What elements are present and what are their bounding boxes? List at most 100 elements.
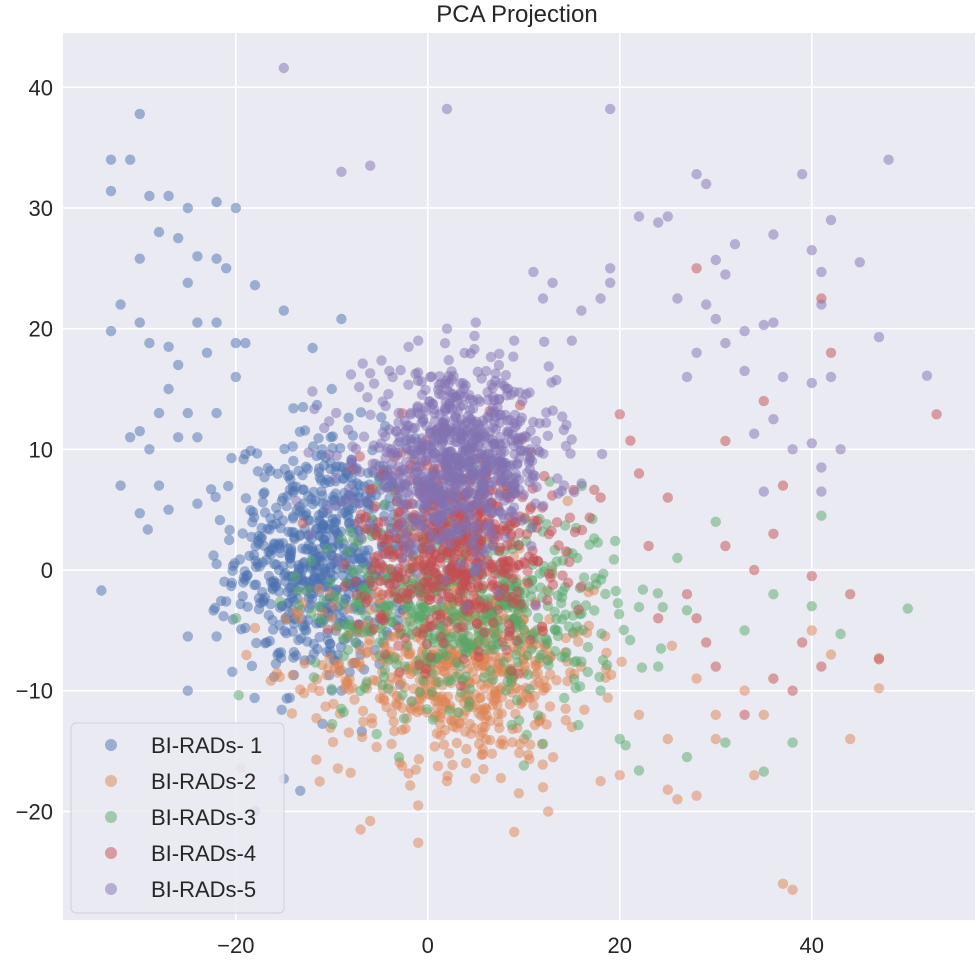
legend-item-3[interactable]: BI-RADs-3 xyxy=(105,805,256,830)
data-point xyxy=(435,612,446,623)
data-point xyxy=(382,545,394,556)
data-point xyxy=(469,330,480,342)
data-point xyxy=(612,598,624,609)
data-point xyxy=(576,305,587,316)
data-point xyxy=(492,604,504,615)
data-point xyxy=(768,414,779,425)
data-point xyxy=(537,738,549,749)
data-point xyxy=(408,498,419,510)
data-point xyxy=(539,336,550,347)
data-point xyxy=(326,612,337,623)
legend-item-1[interactable]: BI-RADs- 1 xyxy=(105,733,262,758)
data-point xyxy=(233,690,244,701)
data-point xyxy=(240,622,251,634)
data-point xyxy=(501,540,513,551)
data-point xyxy=(816,462,827,473)
data-point xyxy=(444,705,455,716)
data-point xyxy=(134,508,145,519)
data-point xyxy=(286,546,297,557)
data-point xyxy=(787,444,798,455)
data-point xyxy=(328,599,339,611)
data-point xyxy=(518,489,529,500)
data-point xyxy=(105,185,117,197)
data-point xyxy=(115,299,126,310)
data-point xyxy=(278,62,289,74)
data-point xyxy=(369,552,380,563)
data-point xyxy=(142,524,153,535)
data-point xyxy=(411,511,422,522)
data-point xyxy=(240,493,252,504)
data-point xyxy=(511,594,522,605)
data-point xyxy=(710,516,721,527)
data-point xyxy=(461,601,472,612)
data-point xyxy=(354,381,365,393)
data-point xyxy=(293,634,304,646)
data-point xyxy=(614,409,625,420)
data-point xyxy=(569,486,580,498)
data-point xyxy=(582,666,593,678)
data-point xyxy=(276,704,287,715)
data-point xyxy=(421,639,432,650)
data-point xyxy=(509,409,521,421)
data-point xyxy=(371,728,382,740)
data-point xyxy=(498,520,509,532)
data-point xyxy=(543,361,554,372)
data-point xyxy=(452,451,463,462)
data-point xyxy=(419,602,430,613)
data-point xyxy=(386,738,397,750)
data-point xyxy=(443,378,455,389)
data-point xyxy=(523,749,534,761)
data-point xyxy=(405,780,416,791)
data-point xyxy=(479,627,490,638)
data-point xyxy=(488,617,499,628)
chart-title: PCA Projection xyxy=(436,1,597,28)
data-point xyxy=(559,692,570,704)
data-point xyxy=(350,576,361,587)
data-point xyxy=(264,524,275,535)
data-point xyxy=(584,539,595,550)
legend-item-4[interactable]: BI-RADs-4 xyxy=(105,841,256,866)
data-point xyxy=(605,103,616,115)
data-point xyxy=(441,564,452,576)
data-point xyxy=(543,806,554,817)
data-point xyxy=(412,476,423,487)
data-point xyxy=(441,103,453,115)
data-point xyxy=(516,619,527,630)
data-point xyxy=(355,407,367,418)
data-point xyxy=(224,524,235,536)
data-point xyxy=(331,450,342,461)
data-point xyxy=(655,643,667,654)
data-point xyxy=(211,407,222,419)
data-point xyxy=(605,277,616,288)
data-point xyxy=(539,470,550,482)
data-point xyxy=(500,370,512,381)
data-point xyxy=(436,631,447,643)
data-point xyxy=(816,510,827,521)
data-point xyxy=(273,509,284,521)
data-point xyxy=(436,378,447,389)
data-point xyxy=(366,564,377,575)
data-point xyxy=(377,560,388,571)
data-point xyxy=(394,667,405,678)
data-point xyxy=(309,403,320,415)
legend-item-5[interactable]: BI-RADs-5 xyxy=(105,877,256,902)
data-point xyxy=(873,654,885,665)
data-point xyxy=(513,788,524,799)
legend-item-2[interactable]: BI-RADs-2 xyxy=(105,769,256,794)
data-point xyxy=(470,565,481,577)
data-point xyxy=(573,719,584,731)
legend[interactable]: BI-RADs- 1 BI-RADs-2 BI-RADs-3 BI-RADs-4 BI-… xyxy=(70,722,285,914)
data-point xyxy=(691,673,702,684)
data-point xyxy=(583,581,595,592)
data-point xyxy=(351,589,363,600)
data-point xyxy=(410,764,422,775)
data-point xyxy=(425,442,437,453)
data-point xyxy=(429,568,440,579)
data-point xyxy=(248,512,260,523)
data-point xyxy=(433,482,444,494)
data-point xyxy=(594,671,605,683)
data-point xyxy=(557,411,568,422)
data-point xyxy=(522,565,533,577)
data-point xyxy=(497,637,508,648)
data-point xyxy=(710,661,721,672)
